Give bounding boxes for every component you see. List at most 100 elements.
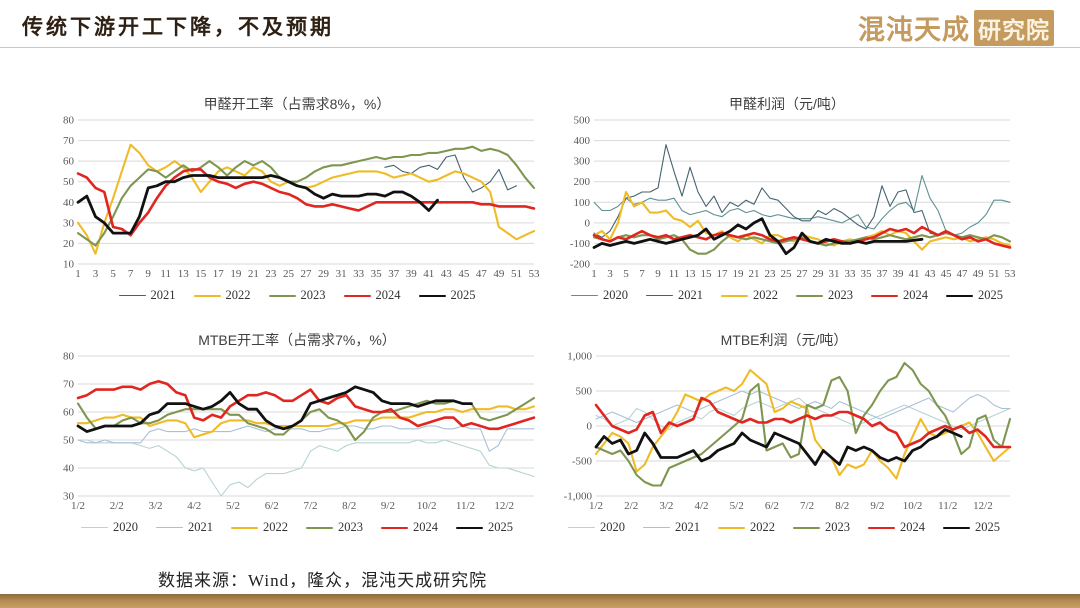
x-tick-label: 29	[813, 268, 825, 280]
x-tick-label: 41	[423, 268, 434, 280]
y-tick-label: -100	[570, 238, 591, 250]
chart-formaldehyde-operating-rate: 甲醛开工率（占需求8%，%） 80 70 60 50 40 30 20 10 1 3 5 7 9 11 13…	[52, 94, 542, 303]
series-line-2020	[593, 174, 1011, 236]
legend-item-2024: 2024	[871, 288, 928, 303]
x-tick-label: 19	[230, 268, 242, 280]
legend-item-2023: 2023	[268, 288, 326, 303]
legend-swatch	[793, 526, 820, 529]
y-tick-label: 1,000	[567, 351, 592, 363]
x-tick-label: 7	[128, 268, 134, 280]
x-tick-label: 17	[717, 268, 729, 280]
x-tick-label: 47	[476, 268, 488, 280]
chart-plot-area: 1,000 500 0 -500 -1,000 1/2 2/2 3/2 4/2 5/2 6/2 7/2…	[550, 350, 1018, 517]
x-tick-label: 5	[110, 268, 116, 280]
x-tick-label: 53	[529, 268, 541, 280]
y-tick-label: 60	[63, 407, 75, 419]
x-tick-label: 21	[248, 268, 259, 280]
legend-item-2024: 2024	[381, 520, 438, 535]
x-tick-label: 3	[607, 268, 613, 280]
x-tick-label: 43	[441, 268, 453, 280]
legend-swatch	[718, 526, 745, 529]
y-tick-label: 60	[63, 156, 75, 168]
legend-swatch	[646, 295, 673, 296]
legend-label: 2024	[413, 520, 438, 534]
series-line-2024	[76, 379, 536, 431]
legend-swatch	[456, 526, 483, 529]
x-tick-label: 31	[336, 268, 347, 280]
legend-swatch	[871, 294, 898, 297]
y-tick-label: 20	[63, 238, 75, 250]
y-tick-label: 30	[63, 217, 75, 229]
x-tick-label: 27	[301, 268, 313, 280]
x-tick-label: 3	[93, 268, 99, 280]
y-tick-label: 80	[63, 115, 75, 127]
logo: 混沌天成 研究院	[858, 8, 1054, 47]
series-line-2025	[594, 428, 963, 466]
chart-mtbe-operating-rate: MTBE开工率（占需求7%，%） 80 70 60 50 40 30 1/2 2/2 3/2 4/…	[52, 330, 542, 535]
legend-swatch	[418, 294, 446, 297]
legend-swatch	[156, 527, 183, 528]
chart-title: 甲醛开工率（占需求8%，%）	[203, 96, 391, 112]
y-tick-label: 80	[63, 351, 75, 363]
series-line-2021	[77, 425, 535, 452]
chart-formaldehyde-profit: 甲醛利润（元/吨） 500 400 300 200 100 0 -100 -200 1 3 5 7 9 1…	[556, 94, 1018, 303]
y-tick-label: 30	[63, 491, 75, 503]
x-tick-label: 9/2	[870, 500, 884, 512]
legend-label: 2024	[903, 288, 928, 302]
x-tick-label: 21	[749, 268, 760, 280]
legend-label: 2023	[300, 288, 326, 302]
x-tick-label: 15	[195, 268, 207, 280]
x-tick-label: 33	[845, 268, 857, 280]
x-tick-label: 4/2	[187, 500, 201, 512]
x-tick-label: 23	[765, 268, 777, 280]
legend-item-2022: 2022	[718, 520, 775, 535]
legend-swatch	[643, 527, 670, 528]
x-tick-label: 11/2	[938, 500, 957, 512]
x-tick-label: 45	[458, 268, 470, 280]
series-line-2021	[384, 154, 518, 193]
x-tick-label: 9	[655, 268, 661, 280]
y-tick-label: 300	[574, 156, 591, 168]
y-tick-label: 50	[63, 435, 75, 447]
header-divider	[0, 47, 1080, 48]
x-tick-label: 45	[941, 268, 953, 280]
x-tick-label: 11/2	[456, 500, 475, 512]
series-line-2020	[77, 439, 535, 497]
legend-label: 2024	[375, 288, 401, 302]
x-tick-label: 4/2	[694, 500, 708, 512]
x-tick-label: 7/2	[800, 500, 814, 512]
x-tick-label: 49	[973, 268, 985, 280]
legend-label: 2022	[750, 520, 775, 534]
chart-legend: 2020 2021 2022 2023 2024 2025	[52, 520, 542, 535]
y-tick-label: -500	[572, 456, 593, 468]
mtbe-operating-rate-plot: 80 70 60 50 40 301/2 2/2 3/2 4/2 5/2 6/2 7/2 8/2 9/2 1…	[63, 351, 536, 512]
legend-swatch	[231, 526, 258, 529]
y-tick-label: 10	[63, 259, 75, 271]
y-tick-label: 40	[63, 463, 75, 475]
chart-title: MTBE利润（元/吨）	[720, 332, 848, 348]
legend-label: 2021	[675, 520, 700, 534]
legend-swatch	[81, 527, 108, 528]
series-line-2022	[76, 405, 536, 439]
legend-swatch	[306, 526, 333, 529]
legend-swatch	[946, 294, 973, 297]
x-tick-label: 1	[591, 268, 597, 280]
x-tick-label: 17	[213, 268, 225, 280]
y-tick-label: -200	[570, 259, 591, 271]
x-tick-label: 10/2	[417, 500, 437, 512]
legend-swatch	[868, 526, 895, 529]
x-tick-label: 25	[283, 268, 295, 280]
series-line-2021	[593, 144, 939, 238]
x-tick-label: 49	[493, 268, 505, 280]
logo-suffix-badge: 研究院	[974, 9, 1054, 46]
legend-item-2023: 2023	[306, 520, 363, 535]
legend-item-2020: 2020	[568, 520, 625, 535]
series-line-2023	[76, 145, 536, 247]
logo-brand-text: 混沌天成	[858, 15, 970, 45]
legend-item-2021: 2021	[643, 520, 700, 535]
y-tick-label: 40	[63, 197, 75, 209]
y-tick-label: 50	[63, 176, 75, 188]
x-tick-label: 31	[829, 268, 840, 280]
x-tick-label: 3/2	[148, 500, 162, 512]
